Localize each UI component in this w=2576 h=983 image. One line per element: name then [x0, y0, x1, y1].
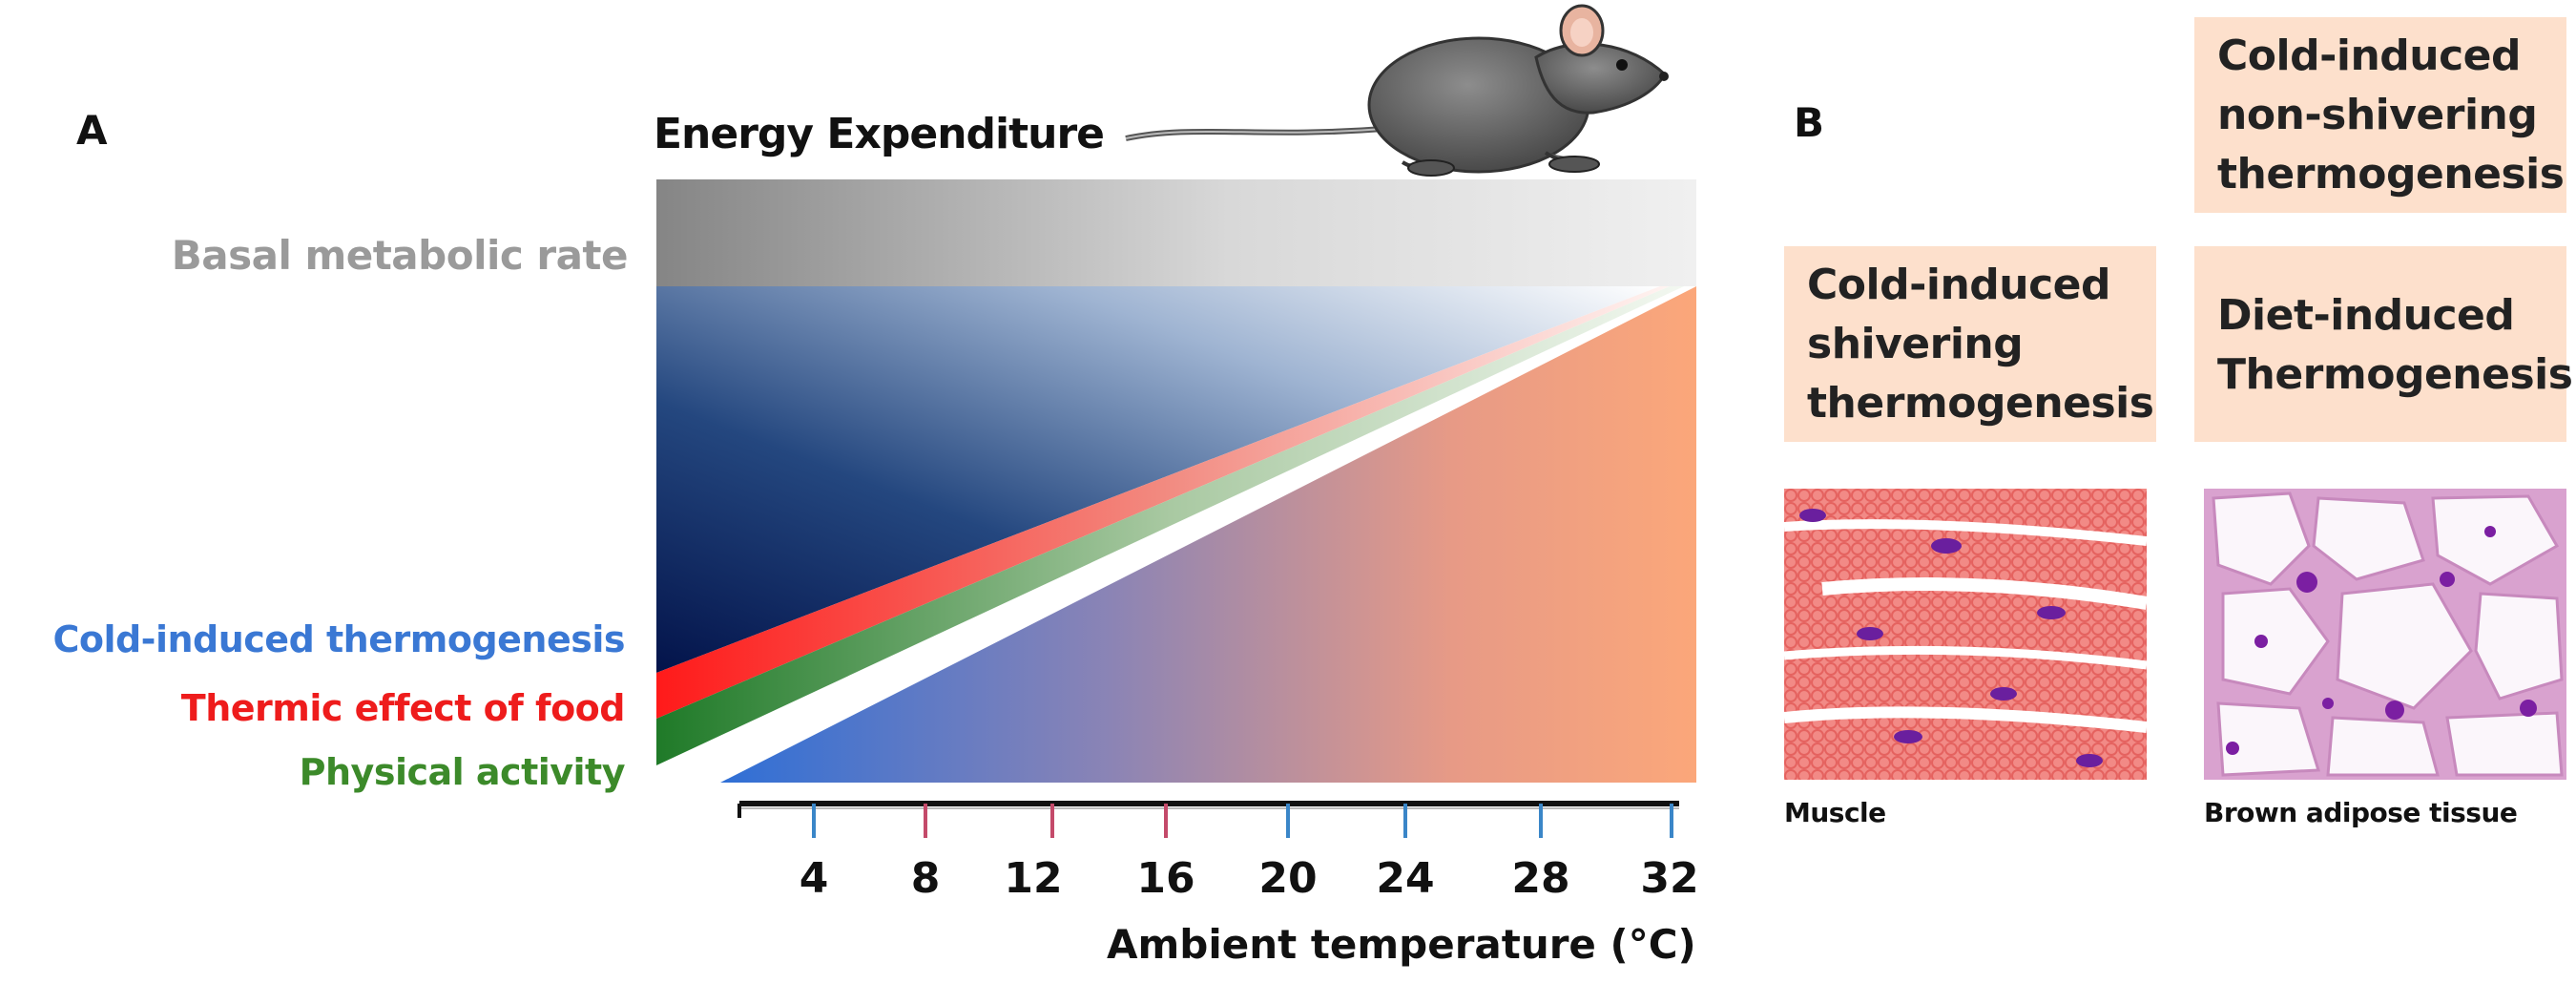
- ambient-temperature-region: [720, 286, 1696, 783]
- brown-adipose-tissue-label: Brown adipose tissue: [2204, 797, 2518, 828]
- basal-metabolic-band: [656, 179, 1696, 286]
- muscle-label: Muscle: [1784, 797, 1886, 828]
- x-tick-label-16: 16: [1136, 854, 1195, 903]
- non-shivering-thermogenesis-label: Cold-induced non-shivering thermogenesis: [2217, 31, 2565, 199]
- panel-a-letter: A: [76, 107, 108, 154]
- x-tick-label-8: 8: [910, 854, 941, 903]
- basal-metabolic-rate-label: Basal metabolic rate: [171, 232, 629, 279]
- shivering-thermogenesis-label: Cold-induced shivering thermogenesis: [1807, 261, 2154, 428]
- x-axis-title: Ambient temperature (°C): [1107, 921, 1696, 968]
- mouse-illustration: [1125, 4, 1669, 177]
- brown-adipose-histology-image: [2204, 489, 2566, 780]
- x-tick-label-4: 4: [799, 854, 829, 903]
- x-tick-label-20: 20: [1258, 854, 1318, 903]
- shivering-thermogenesis-box: Cold-induced shivering thermogenesis: [1784, 246, 2156, 442]
- muscle-histology-image: [1784, 489, 2147, 780]
- energy-expenditure-title: Energy Expenditure: [654, 110, 1105, 158]
- non-shivering-thermogenesis-box: Cold-induced non-shivering thermogenesis: [2194, 17, 2566, 213]
- x-tick-label-28: 28: [1511, 854, 1570, 903]
- physical-activity-band: [656, 286, 1684, 765]
- cold-induced-thermogenesis-label: Cold-induced thermogenesis: [52, 618, 625, 660]
- physical-activity-label: Physical activity: [299, 751, 626, 793]
- x-axis-ticks: [812, 804, 1673, 838]
- x-tick-label-12: 12: [1004, 854, 1063, 903]
- panel-b-letter: B: [1794, 99, 1825, 146]
- diet-induced-thermogenesis-label: Diet-induced Thermogenesis: [2217, 291, 2573, 399]
- x-tick-label-24: 24: [1376, 854, 1435, 903]
- energy-expenditure-diagram: [656, 179, 1696, 838]
- diet-induced-thermogenesis-box: Diet-induced Thermogenesis: [2194, 246, 2573, 442]
- x-tick-label-32: 32: [1640, 854, 1699, 903]
- thermic-effect-of-food-label: Thermic effect of food: [180, 687, 626, 729]
